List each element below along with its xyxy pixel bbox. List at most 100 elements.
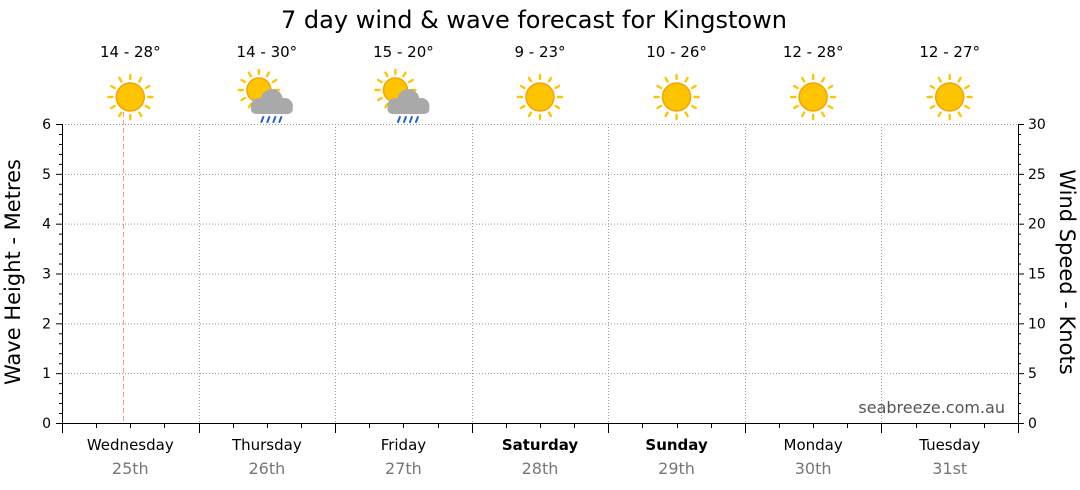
y-tick-label-right: 30 (1028, 117, 1046, 133)
sun-ray (265, 71, 271, 78)
sun-ray (240, 96, 247, 102)
sun-ray (690, 84, 697, 90)
y-axis-label-left: Wave Height - Metres (1, 159, 25, 385)
rain-drop (414, 116, 419, 123)
sun-ray (690, 104, 697, 110)
sun-ray (800, 76, 806, 83)
sun-ray (957, 111, 962, 118)
y-tick-label-right: 10 (1028, 316, 1046, 332)
sun-disc (798, 82, 828, 112)
sun-ray (937, 76, 942, 83)
sun-ray (110, 84, 116, 90)
y-tick-label-left: 1 (42, 366, 51, 382)
sun-disc (525, 82, 555, 112)
day-name: Saturday (502, 436, 579, 454)
chart-title: 7 day wind & wave forecast for Kingstown (281, 6, 787, 34)
sun-cloud-rain-icon (374, 68, 430, 123)
sun-ray (554, 104, 561, 110)
temperature-range: 14 - 30° (237, 43, 298, 61)
day-name: Wednesday (87, 436, 174, 454)
day-date: 28th (522, 459, 559, 478)
day-column: 10 - 26° Sunday 29th (645, 43, 708, 478)
sun-ray (376, 96, 383, 102)
sun-icon (653, 73, 700, 121)
temperature-range: 12 - 28° (783, 43, 844, 61)
sun-ray (527, 111, 533, 118)
day-column: 9 - 23° Saturday 28th (502, 43, 579, 478)
day-date: 31st (932, 459, 967, 478)
day-name: Friday (381, 436, 427, 454)
y-tick-label-right: 0 (1028, 416, 1037, 432)
day-date: 26th (248, 459, 285, 478)
sun-ray (144, 84, 151, 90)
sun-ray (247, 71, 253, 78)
sun-ray (664, 111, 669, 118)
sun-ray (957, 76, 962, 83)
sun-ray (929, 104, 936, 110)
day-date: 29th (658, 459, 695, 478)
y-tick-label-right: 5 (1028, 366, 1037, 382)
sun-disc (934, 82, 965, 112)
sun-ray (144, 104, 151, 110)
cloud-shape (250, 89, 293, 114)
rain-drop (408, 116, 413, 123)
y-tick-label-left: 3 (42, 267, 51, 283)
day-name: Thursday (231, 436, 302, 454)
sun-icon (926, 73, 973, 121)
y-tick-label-right: 20 (1028, 217, 1046, 233)
temperature-range: 10 - 26° (646, 43, 707, 61)
rain-drop (266, 116, 271, 123)
cloud-base (250, 104, 293, 114)
y-tick-label-left: 4 (42, 217, 51, 233)
sun-icon (789, 73, 837, 121)
sun-ray (240, 78, 247, 84)
sun-ray (656, 84, 663, 90)
y-tick-label-left: 2 (42, 316, 51, 332)
sun-ray (937, 111, 942, 118)
sun-disc (115, 82, 146, 112)
sun-ray (792, 84, 799, 90)
cloud-shape (387, 89, 430, 114)
cloud-base (387, 104, 430, 114)
sun-ray (110, 104, 116, 110)
day-date: 25th (112, 459, 149, 478)
sun-ray (656, 104, 663, 110)
sun-ray (247, 102, 253, 109)
sun-ray (138, 111, 143, 118)
sun-ray (402, 71, 407, 78)
sun-ray (138, 76, 143, 83)
rain-drop (396, 116, 401, 123)
sun-ray (827, 84, 834, 90)
sun-ray (684, 111, 689, 118)
day-column: 12 - 27° Tuesday 31st (918, 43, 980, 478)
y-tick-label-right: 15 (1028, 267, 1046, 283)
day-column: 15 - 20° Friday 27th (373, 43, 434, 478)
y-tick-label-right: 25 (1028, 167, 1046, 183)
sun-ray (664, 76, 669, 83)
day-column: 12 - 28° Monday 30th (783, 43, 844, 478)
sun-ray (827, 104, 834, 110)
rain-drop (278, 116, 283, 123)
sun-ray (929, 84, 936, 90)
sun-ray (118, 111, 123, 118)
sun-ray (118, 76, 123, 83)
day-date: 30th (795, 459, 832, 478)
sun-ray (547, 111, 553, 118)
sun-ray (527, 76, 533, 83)
temperature-range: 14 - 28° (100, 43, 161, 61)
sun-ray (547, 76, 553, 83)
temperature-range: 15 - 20° (373, 43, 434, 61)
sun-ray (964, 84, 970, 90)
sun-ray (792, 104, 799, 110)
grid (62, 112, 1018, 423)
day-name: Sunday (645, 436, 708, 454)
sun-ray (820, 76, 826, 83)
temperature-range: 12 - 27° (919, 43, 980, 61)
day-name: Tuesday (918, 436, 980, 454)
sun-icon (516, 73, 564, 121)
y-tick-label-left: 6 (42, 117, 51, 133)
sun-icon (107, 73, 154, 121)
y-tick-label-left: 5 (42, 167, 51, 183)
sun-ray (820, 111, 826, 118)
